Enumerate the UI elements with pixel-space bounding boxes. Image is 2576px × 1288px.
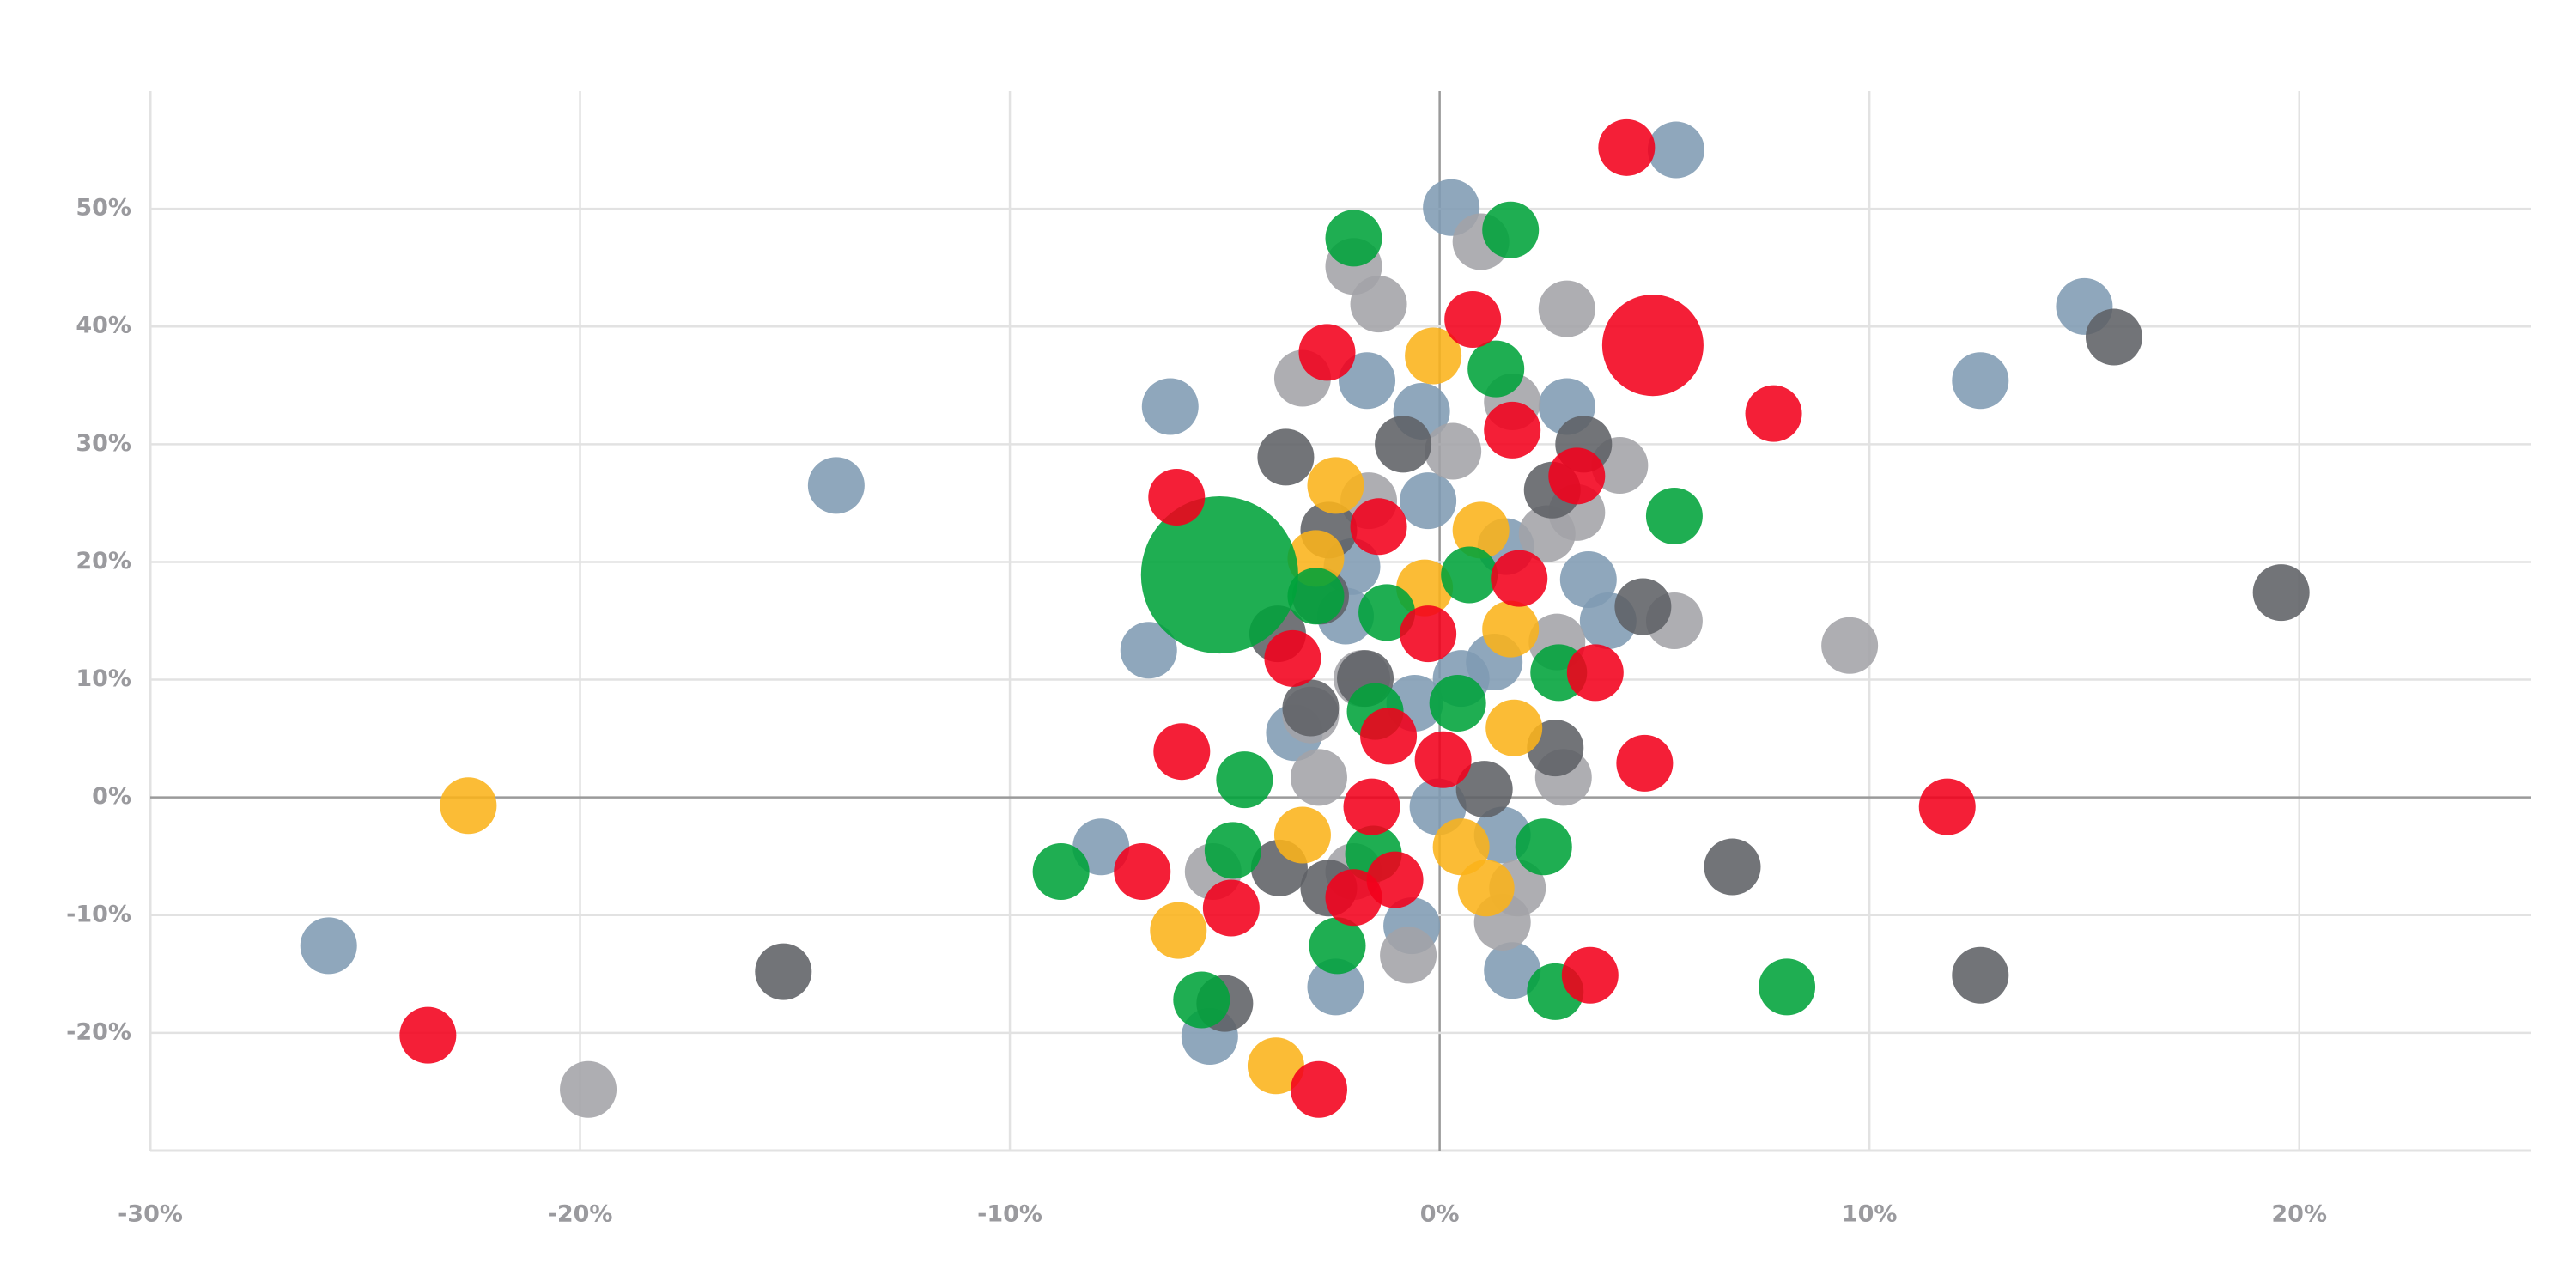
bubble	[1467, 340, 1525, 398]
bubble	[1429, 674, 1486, 732]
bubble	[1548, 447, 1606, 505]
x-tick-label: 0%	[1420, 1201, 1460, 1228]
bubble	[1309, 917, 1366, 975]
bubble	[1339, 352, 1396, 410]
bubble	[1918, 778, 1976, 835]
bubble	[1032, 843, 1090, 901]
bubble	[1441, 546, 1498, 604]
bubble	[1173, 971, 1230, 1029]
bubble	[1153, 723, 1211, 781]
bubble	[1120, 622, 1177, 679]
bubble	[1287, 568, 1345, 625]
bubble	[1566, 644, 1624, 702]
bubble	[1821, 617, 1879, 674]
bubble	[1204, 822, 1261, 879]
y-tick-label: -20%	[66, 1018, 131, 1045]
bubble	[1290, 749, 1347, 806]
bubble	[1482, 600, 1540, 658]
bubble	[1561, 946, 1619, 1004]
x-tick-label: 10%	[1842, 1201, 1898, 1228]
bubble	[1350, 276, 1407, 333]
bubble	[1457, 860, 1515, 917]
bubble	[1202, 879, 1260, 937]
bubble	[1616, 734, 1674, 792]
y-tick-label: -10%	[66, 901, 131, 927]
bubble	[1598, 118, 1656, 176]
bubble	[1515, 818, 1572, 876]
bubble	[1400, 605, 1457, 663]
bubble	[755, 943, 812, 1000]
bubble	[1264, 629, 1321, 687]
bubble	[1298, 324, 1356, 381]
bubble	[1360, 708, 1418, 765]
bubble	[1538, 280, 1595, 337]
bubble	[1400, 472, 1457, 530]
bubble	[1952, 352, 2009, 410]
x-tick-label: -20%	[548, 1201, 613, 1228]
bubble	[1141, 378, 1199, 435]
bubble	[1614, 578, 1672, 635]
y-tick-label: 40%	[76, 313, 131, 339]
bubble	[1307, 457, 1364, 514]
bubble	[1273, 806, 1331, 864]
bubble	[2252, 564, 2310, 622]
bubble	[1645, 487, 1703, 544]
x-tick-label: -10%	[977, 1201, 1042, 1228]
bubble	[2085, 308, 2142, 366]
bubble	[1114, 843, 1171, 901]
bubbles	[300, 118, 2310, 1118]
bubble	[1140, 495, 1298, 654]
bubble	[807, 457, 865, 514]
bubble	[1290, 1060, 1347, 1118]
bubble	[1759, 958, 1816, 1016]
bubble	[1375, 416, 1432, 473]
bubble	[1482, 201, 1540, 258]
bubble	[1452, 501, 1510, 559]
bubble	[1343, 778, 1400, 835]
bubble	[1350, 498, 1407, 556]
bubble	[1491, 550, 1548, 607]
bubble	[1704, 838, 1761, 896]
bubble	[1247, 1037, 1304, 1095]
bubble	[1282, 679, 1340, 737]
bubble	[1952, 946, 2009, 1004]
bubble	[300, 917, 357, 975]
y-tick-label: 0%	[92, 783, 131, 810]
x-tick-label: -30%	[118, 1201, 183, 1228]
y-tick-label: 20%	[76, 548, 131, 574]
y-tick-label: 10%	[76, 665, 131, 692]
bubble	[1380, 927, 1437, 984]
bubble	[1307, 958, 1364, 1016]
bubble	[1455, 761, 1513, 818]
bubble	[440, 777, 497, 835]
bubble	[1405, 327, 1462, 385]
bubble	[1216, 751, 1273, 809]
bubble	[1257, 428, 1315, 486]
bubble	[560, 1060, 617, 1118]
bubble	[1432, 818, 1490, 876]
bubble	[1325, 210, 1382, 267]
bubble	[399, 1006, 457, 1064]
bubble	[1484, 401, 1541, 459]
x-tick-label: 20%	[2271, 1201, 2327, 1228]
labels: -30% -20% -10% 0% 10% 20% -20% -10% 0% 10% 20% 30% 4…	[66, 195, 2327, 1228]
y-tick-label: 50%	[76, 195, 131, 222]
bubble	[1485, 699, 1543, 756]
y-tick-label: 30%	[76, 430, 131, 457]
bubble	[1148, 469, 1206, 526]
bubble	[1425, 422, 1482, 480]
bubble	[1518, 505, 1576, 562]
bubble	[1647, 121, 1704, 179]
bubble	[1414, 731, 1472, 788]
bubble	[1601, 295, 1704, 397]
bubble	[1150, 902, 1207, 959]
bubble	[1444, 290, 1502, 348]
bubble	[1484, 942, 1541, 999]
bubble	[1325, 869, 1382, 927]
bubble	[1745, 385, 1802, 442]
